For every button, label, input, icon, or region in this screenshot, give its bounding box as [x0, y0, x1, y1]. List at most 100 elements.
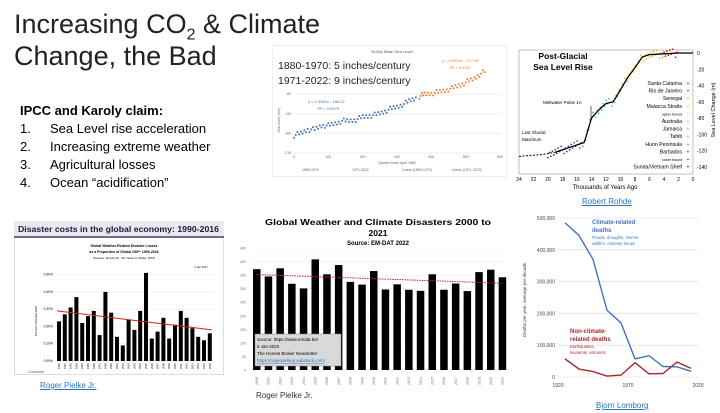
claim-text: Agricultural losses — [50, 157, 156, 172]
bar — [91, 310, 96, 361]
x-tick-label: 2009 — [360, 377, 364, 385]
credit-link-pielke[interactable]: Roger Pielke Jr. — [40, 381, 97, 390]
bar — [196, 336, 201, 361]
credit-link-rohde[interactable]: Robert Rohde — [582, 197, 632, 206]
data-point — [595, 116, 597, 119]
y-tick-label: 0.10% — [44, 342, 53, 346]
data-point — [406, 101, 409, 104]
legend-item: Barbados — [660, 149, 683, 155]
data-point — [647, 52, 649, 55]
bar — [97, 335, 102, 361]
data-point — [454, 84, 457, 87]
chart-title: Global Weather-Related Disaster Losses — [90, 244, 157, 248]
y-tick-label: 0.20% — [44, 324, 53, 328]
data-point — [626, 80, 629, 83]
data-point — [419, 94, 422, 97]
data-point — [418, 97, 421, 100]
bar — [161, 317, 166, 361]
x-tick-label: 600 — [497, 155, 503, 159]
data-point — [462, 84, 465, 87]
x-tick-label: 2002 — [127, 363, 131, 369]
x-tick-label: 2016 — [208, 363, 212, 369]
x-tick-label: 500 — [463, 155, 469, 159]
data-point — [353, 118, 356, 121]
y-axis-label: Sea Level (mm) — [277, 108, 281, 133]
data-point — [359, 117, 362, 120]
data-point — [409, 100, 412, 103]
x-tick-label: 2019 — [477, 377, 481, 385]
x-tick-label: 1994 — [80, 363, 84, 369]
x-tick-label: 1997 — [98, 363, 102, 369]
credit-caption-pielke: Roger Pielke Jr. — [256, 391, 313, 400]
y-tick-label: 300,000 — [537, 280, 555, 286]
legend-item: Santa Catarina — [647, 81, 682, 87]
data-point — [322, 123, 325, 126]
data-point — [344, 120, 347, 123]
data-point — [311, 126, 314, 129]
data-point — [433, 91, 436, 94]
x-tick-label: 2005 — [144, 363, 148, 369]
chart-title-line: Sea Level Rise — [533, 62, 593, 72]
x-tick-label: 12 — [603, 177, 609, 183]
data-point — [568, 149, 571, 151]
bar — [405, 289, 413, 370]
x-tick-label: 0 — [692, 177, 695, 183]
data-point — [422, 94, 425, 97]
data-point — [553, 154, 555, 156]
bar — [323, 274, 331, 370]
data-point — [315, 125, 318, 128]
data-point — [640, 54, 642, 56]
bar — [202, 340, 206, 361]
x-tick-label: 2001 — [267, 377, 271, 385]
trend-r2: R² = 0.9475 — [318, 106, 340, 111]
data-point — [330, 121, 333, 124]
data-point — [667, 54, 670, 56]
claim-item: 1. Sea Level rise acceleration — [20, 120, 210, 138]
x-tick-label: 2020 — [692, 383, 703, 389]
data-point — [551, 150, 554, 152]
series-line — [564, 222, 692, 372]
data-point — [356, 117, 359, 120]
legend-marker: + — [687, 104, 690, 110]
data-point — [480, 72, 483, 75]
x-tick-label: 2008 — [161, 363, 165, 369]
data-point — [616, 96, 619, 98]
data-point — [397, 106, 400, 109]
bar — [126, 319, 131, 361]
data-point — [387, 108, 390, 111]
data-point — [605, 99, 607, 101]
chart-title: NOAA Mean Sea Level — [371, 49, 412, 54]
x-tick-label: 2007 — [156, 363, 160, 369]
data-point — [447, 90, 450, 93]
legend-marker: + — [687, 157, 690, 163]
data-point — [573, 141, 575, 144]
claim-number: 4. — [20, 175, 31, 190]
x-tick-label: 2017 — [454, 377, 458, 385]
x-tick-label: 2006 — [325, 377, 329, 385]
x-tick-label: 1999 — [109, 363, 113, 369]
data-point — [444, 91, 447, 94]
claim-item: 2. Increasing extreme weather — [20, 138, 210, 156]
data-point — [394, 107, 397, 110]
y-tick-label: 0 — [552, 375, 555, 381]
x-tick-label: 1990 — [57, 363, 61, 369]
data-point — [629, 75, 632, 78]
data-point — [570, 143, 572, 146]
bar — [498, 277, 507, 370]
credit-link-lomborg[interactable]: Bjorn Lomborg — [596, 401, 649, 410]
data-point — [550, 155, 552, 158]
data-point — [469, 77, 472, 80]
data-point — [653, 50, 655, 52]
bar — [264, 276, 273, 370]
data-point — [671, 48, 674, 51]
data-point — [651, 55, 654, 57]
claim-text: Increasing extreme weather — [50, 139, 211, 154]
data-point — [645, 58, 648, 60]
x-tick-label: 16 — [574, 177, 580, 183]
x-tick-label: 4 — [663, 177, 666, 183]
x-tick-label: 2021 — [501, 377, 505, 385]
data-point — [378, 113, 381, 116]
data-point — [663, 51, 665, 53]
bar — [62, 314, 67, 361]
data-point — [428, 94, 431, 97]
